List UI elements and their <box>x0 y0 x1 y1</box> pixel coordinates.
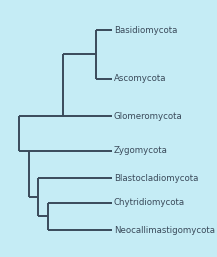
Text: Glomeromycota: Glomeromycota <box>114 112 183 121</box>
Text: Basidiomycota: Basidiomycota <box>114 26 177 35</box>
Text: Neocallimastigomycota: Neocallimastigomycota <box>114 226 215 235</box>
Text: Chytridiomycota: Chytridiomycota <box>114 198 185 207</box>
Text: Ascomycota: Ascomycota <box>114 74 166 83</box>
Text: Blastocladiomycota: Blastocladiomycota <box>114 174 198 183</box>
Text: Zygomycota: Zygomycota <box>114 146 168 155</box>
